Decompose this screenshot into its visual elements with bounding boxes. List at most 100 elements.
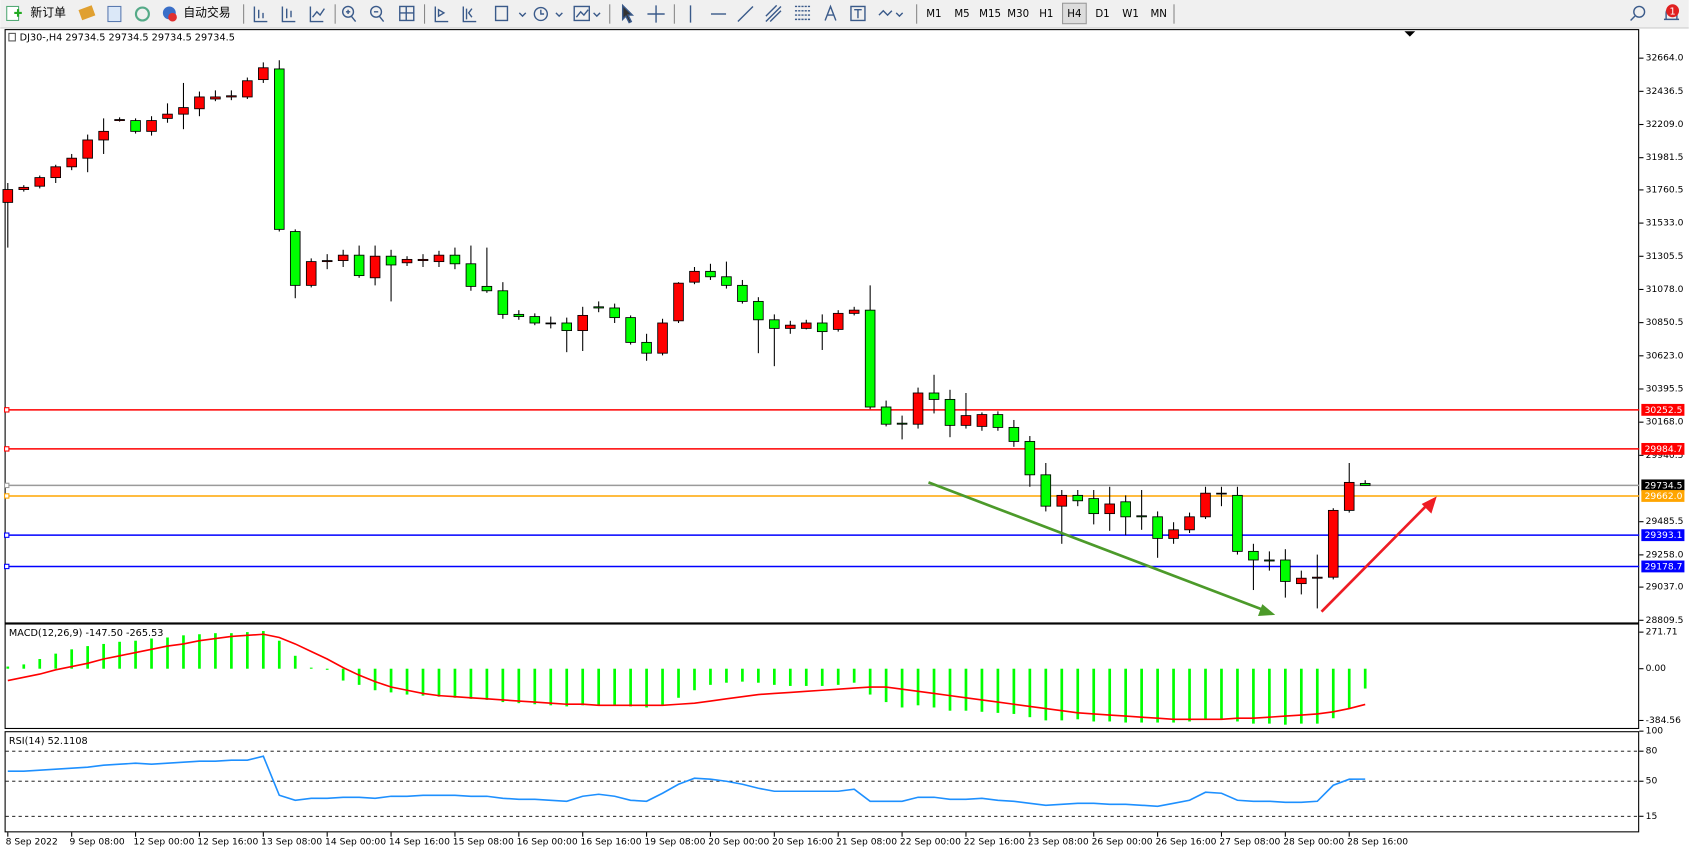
label-icon[interactable]: [850, 5, 866, 22]
timeframe-button[interactable]: D1: [1095, 9, 1109, 20]
candle-body: [1024, 440, 1036, 476]
toolbar-separators: [243, 4, 1175, 24]
candle-body: [465, 263, 477, 287]
text-icon[interactable]: [824, 4, 837, 21]
templates-icon[interactable]: [573, 5, 590, 22]
x-tick-label: 20 Sep 00:00: [708, 838, 769, 848]
search-icon[interactable]: [1633, 5, 1646, 18]
auto-trading-label: 自动交易: [183, 5, 230, 19]
y-tick-label: 31078.0: [1646, 285, 1684, 295]
y-tick-label: 30850.5: [1646, 318, 1684, 328]
candle-body: [1248, 550, 1259, 561]
price-label: 29984.7: [1645, 445, 1683, 455]
trendline-icon[interactable]: [737, 5, 754, 23]
zoom-out-icon[interactable]: [369, 5, 383, 18]
plus-icon: [14, 9, 22, 17]
candle-body: [864, 309, 876, 408]
x-tick-label: 9 Sep 08:00: [70, 838, 125, 848]
periods-icon[interactable]: [533, 6, 548, 22]
candle-body: [1168, 529, 1179, 539]
candle-body: [880, 406, 892, 425]
y-tick-label: 31981.5: [1646, 153, 1684, 163]
main-panel-frame: [4, 29, 1640, 624]
candle-body: [114, 119, 125, 122]
down-arrowhead: [1258, 604, 1276, 616]
candle-body: [353, 254, 365, 277]
candle-body: [98, 130, 109, 141]
auto-trading-icon-dot: [168, 12, 177, 22]
rsi-panel-frame: [4, 731, 1640, 833]
candle-body: [513, 313, 525, 318]
y-tick-label: 30395.5: [1646, 384, 1684, 394]
y-tick-label: 29940.5: [1646, 451, 1684, 461]
candle-body: [194, 96, 205, 110]
y-tick-label: 30168.0: [1646, 418, 1684, 428]
candle-body: [1327, 509, 1339, 578]
y-tick-label: 80: [1646, 747, 1658, 757]
cursor-icon[interactable]: [621, 3, 635, 24]
candle-body: [1312, 576, 1323, 579]
crosshair-icon[interactable]: [647, 5, 665, 23]
level-end-marker: [4, 482, 10, 489]
line-chart-icon[interactable]: [309, 6, 325, 23]
toolbar-icon[interactable]: [134, 6, 150, 22]
timeframe-button[interactable]: W1: [1122, 9, 1139, 20]
candle-body: [529, 316, 541, 324]
x-tick-label: 22 Sep 16:00: [964, 838, 1025, 848]
candle-body: [481, 285, 493, 292]
timeframe-button[interactable]: H1: [1039, 9, 1053, 20]
zoom-in-icon[interactable]: [341, 5, 355, 18]
candle-body: [162, 113, 173, 119]
toolbar-icon[interactable]: [78, 5, 96, 21]
candle-body: [305, 261, 317, 286]
level-end-marker: [4, 446, 10, 452]
x-tick-label: 13 Sep 08:00: [261, 838, 322, 848]
timeframe-button[interactable]: M30: [1007, 9, 1029, 20]
x-tick-label: 14 Sep 00:00: [325, 838, 386, 848]
x-tick-label: 26 Sep 16:00: [1155, 838, 1216, 848]
bar-chart-icon[interactable]: [253, 6, 268, 23]
autoscroll-icon[interactable]: [434, 6, 449, 23]
candle-body: [577, 314, 588, 332]
indicators-icon[interactable]: [494, 5, 509, 22]
candle-body: [896, 422, 908, 425]
candle-body: [960, 415, 972, 426]
y-tick-label: 31533.0: [1646, 219, 1684, 229]
shift-icon[interactable]: [462, 6, 477, 23]
toolbar: 新订单 自动交易: [0, 0, 1689, 29]
candle-body: [1264, 559, 1275, 562]
price-label: 29178.7: [1645, 562, 1683, 572]
candle-body: [785, 324, 796, 329]
channel-icon[interactable]: [765, 4, 782, 23]
candle-body: [1343, 481, 1355, 511]
arrows-icon[interactable]: [878, 9, 904, 18]
x-tick-label: 20 Sep 16:00: [772, 838, 833, 848]
auto-trading-button[interactable]: 自动交易: [162, 5, 231, 22]
candle-chart-icon[interactable]: [281, 6, 296, 23]
timeframe-button[interactable]: H4: [1067, 9, 1081, 20]
x-tick-label: 8 Sep 2022: [6, 838, 58, 848]
toolbar-icons: [253, 3, 1680, 24]
signal-line: [7, 633, 1366, 721]
active-timeframe-box: [1062, 2, 1087, 25]
candle-body: [1008, 426, 1020, 442]
toolbar-icon[interactable]: [107, 5, 122, 23]
y-tick-label: 29037.0: [1646, 583, 1684, 593]
timeframe-button[interactable]: MN: [1150, 9, 1166, 20]
candle-body: [944, 398, 956, 426]
x-tick-label: 28 Sep 00:00: [1283, 838, 1344, 848]
new-order-button[interactable]: 新订单: [6, 5, 66, 21]
fibonacci-icon[interactable]: [794, 5, 811, 21]
candle-body: [1200, 492, 1211, 518]
candle-body: [178, 107, 189, 115]
candle-body: [34, 177, 46, 187]
timeframe-button[interactable]: M1: [926, 9, 941, 20]
x-tick-label: 16 Sep 00:00: [517, 838, 578, 848]
timeframe-button[interactable]: M5: [954, 9, 969, 20]
price-label-box: [1641, 490, 1685, 502]
timeframe-button[interactable]: M15: [979, 9, 1001, 20]
x-tick-label: 23 Sep 08:00: [1028, 838, 1089, 848]
x-tick-label: 19 Sep 08:00: [644, 838, 705, 848]
candle-body: [1104, 503, 1115, 515]
